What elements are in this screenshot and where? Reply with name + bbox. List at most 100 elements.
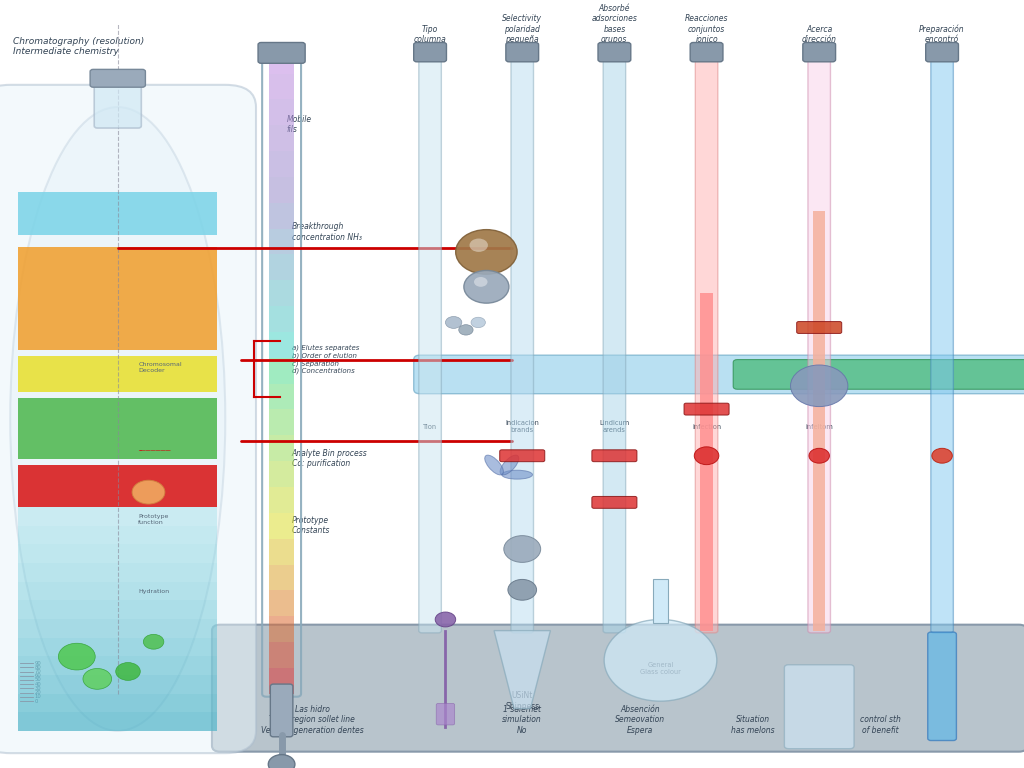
Text: 20: 20 <box>35 690 42 695</box>
Text: Lindicum
arends: Lindicum arends <box>599 420 630 433</box>
Text: Hydration: Hydration <box>138 589 169 594</box>
FancyBboxPatch shape <box>695 45 718 633</box>
FancyBboxPatch shape <box>511 45 534 633</box>
Text: 30: 30 <box>35 686 41 691</box>
Text: 90: 90 <box>35 660 42 666</box>
Text: Prototype
Constants: Prototype Constants <box>292 515 330 535</box>
FancyBboxPatch shape <box>414 355 1024 394</box>
Bar <box>269 435 294 461</box>
Circle shape <box>474 277 487 286</box>
FancyBboxPatch shape <box>928 632 956 740</box>
Bar <box>18 563 217 581</box>
Text: 60: 60 <box>35 674 42 678</box>
Bar <box>269 384 294 409</box>
Text: Analyte Bin process
Co: purification: Analyte Bin process Co: purification <box>292 449 368 468</box>
Text: Absención
Semeovation
Espera: Absención Semeovation Espera <box>615 705 665 734</box>
Text: 0: 0 <box>35 699 38 703</box>
FancyBboxPatch shape <box>592 496 637 508</box>
Text: Indicacion
brands: Indicacion brands <box>505 420 540 433</box>
FancyBboxPatch shape <box>926 42 958 61</box>
Bar <box>269 151 294 177</box>
Ellipse shape <box>484 455 504 475</box>
Text: Prototype
function: Prototype function <box>138 514 169 525</box>
Bar <box>18 619 217 637</box>
FancyBboxPatch shape <box>598 42 631 61</box>
Bar <box>269 332 294 358</box>
Text: control sth
of benefit: control sth of benefit <box>860 715 901 734</box>
FancyBboxPatch shape <box>506 42 539 61</box>
Bar <box>18 507 217 525</box>
Bar <box>18 356 217 392</box>
Bar <box>269 487 294 513</box>
Bar <box>18 398 217 458</box>
Text: 40: 40 <box>35 682 42 687</box>
Text: Situation
has melons: Situation has melons <box>731 715 774 734</box>
Polygon shape <box>494 631 551 709</box>
Bar <box>269 203 294 229</box>
Text: Tion: Tion <box>423 424 437 429</box>
Bar <box>653 578 669 623</box>
FancyBboxPatch shape <box>212 624 1024 752</box>
FancyBboxPatch shape <box>808 45 830 633</box>
Bar <box>269 513 294 538</box>
Bar <box>269 229 294 254</box>
FancyBboxPatch shape <box>419 45 441 633</box>
Bar <box>269 642 294 668</box>
Circle shape <box>694 447 719 465</box>
FancyBboxPatch shape <box>603 45 626 633</box>
FancyBboxPatch shape <box>797 322 842 333</box>
Bar <box>18 712 217 731</box>
Bar <box>18 247 217 349</box>
Text: Mobile
fils: Mobile fils <box>287 114 312 134</box>
Bar <box>269 74 294 99</box>
Text: ─────────────: ───────────── <box>138 449 171 454</box>
FancyBboxPatch shape <box>733 359 1024 389</box>
FancyBboxPatch shape <box>803 42 836 61</box>
Text: Chromatography (resolution)
Intermediate chemistry: Chromatography (resolution) Intermediate… <box>13 37 144 56</box>
Circle shape <box>508 579 537 601</box>
Bar <box>18 637 217 656</box>
Bar <box>269 254 294 280</box>
Circle shape <box>83 668 112 690</box>
Text: General
Glass colour: General Glass colour <box>640 662 681 675</box>
Bar <box>269 125 294 151</box>
FancyBboxPatch shape <box>414 42 446 61</box>
FancyBboxPatch shape <box>500 450 545 462</box>
Bar <box>18 694 217 712</box>
Bar <box>269 306 294 332</box>
Bar <box>269 564 294 591</box>
Text: infeltom: infeltom <box>805 424 834 429</box>
Bar <box>269 538 294 564</box>
Circle shape <box>604 620 717 701</box>
Bar <box>700 293 713 631</box>
Text: Preparación
encontró: Preparación encontró <box>920 24 965 44</box>
FancyBboxPatch shape <box>931 45 953 633</box>
FancyBboxPatch shape <box>258 42 305 63</box>
Circle shape <box>471 317 485 328</box>
Bar <box>269 280 294 306</box>
Text: Breakthrough
concentration NH₃: Breakthrough concentration NH₃ <box>292 222 361 242</box>
Bar <box>269 461 294 487</box>
Bar <box>269 409 294 435</box>
Text: Absorbé
adsorciones
bases
grupos: Absorbé adsorciones bases grupos <box>592 4 637 44</box>
Text: a) Elutes separates
b) Order of elution
c) Separation
d) Concentrations: a) Elutes separates b) Order of elution … <box>292 345 359 374</box>
FancyBboxPatch shape <box>690 42 723 61</box>
Text: infection: infection <box>692 424 721 429</box>
Circle shape <box>809 449 829 463</box>
Circle shape <box>791 365 848 406</box>
FancyBboxPatch shape <box>270 684 293 737</box>
Circle shape <box>464 270 509 303</box>
Bar <box>18 581 217 601</box>
Ellipse shape <box>500 455 519 475</box>
Ellipse shape <box>502 470 532 479</box>
Bar <box>18 545 217 563</box>
Circle shape <box>268 755 295 768</box>
FancyBboxPatch shape <box>90 69 145 88</box>
Text: 50: 50 <box>35 677 42 683</box>
Bar <box>18 675 217 694</box>
Bar <box>269 616 294 642</box>
Text: 80: 80 <box>35 665 42 670</box>
Ellipse shape <box>10 107 225 731</box>
FancyBboxPatch shape <box>592 450 637 462</box>
Text: Chromosomal
Decoder: Chromosomal Decoder <box>138 362 182 373</box>
